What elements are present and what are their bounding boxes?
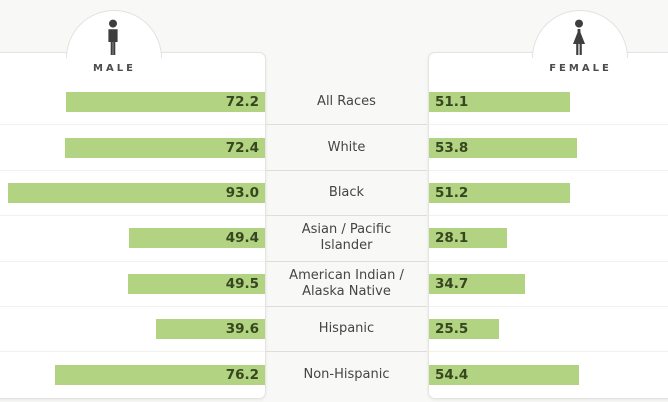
female-bar-value: 51.1 <box>435 94 469 111</box>
category-label: Non-Hispanic <box>303 367 390 383</box>
female-bar-value: 54.4 <box>435 367 469 384</box>
male-bar: 49.5 <box>128 273 265 294</box>
male-bar-value: 76.2 <box>225 367 259 384</box>
female-bar: 25.5 <box>429 319 499 340</box>
female-bar-row: 51.2 <box>429 171 668 217</box>
male-badge: MALE <box>66 19 160 74</box>
female-badge: FEMALE <box>532 19 626 74</box>
female-bar: 28.1 <box>429 228 507 249</box>
female-bar-row: 51.1 <box>429 80 668 126</box>
male-bar: 72.4 <box>65 137 265 158</box>
male-badge-label: MALE <box>93 63 136 74</box>
category-label: White <box>266 125 427 171</box>
male-bar-row: 49.4 <box>0 216 265 262</box>
male-bar: 76.2 <box>55 365 265 386</box>
female-bar-row: 34.7 <box>429 262 668 307</box>
male-bar-row: 76.2 <box>0 352 265 397</box>
category-label: American Indian / Alaska Native <box>266 262 427 307</box>
female-bar-value: 51.2 <box>435 184 469 201</box>
male-panel: 72.2 72.4 93.0 49.4 49.5 39.6 76.2 <box>0 52 266 399</box>
female-bar-value: 53.8 <box>435 139 469 156</box>
male-bar-row: 72.2 <box>0 80 265 126</box>
female-bar: 34.7 <box>429 273 525 294</box>
female-bar-value: 28.1 <box>435 230 469 247</box>
male-bar-row: 39.6 <box>0 307 265 353</box>
female-bar-value: 25.5 <box>435 321 469 338</box>
male-bar-value: 39.6 <box>225 321 259 338</box>
female-bars-column: 51.1 53.8 51.2 28.1 34.7 25.5 54.4 <box>429 80 668 398</box>
female-bar-row: 25.5 <box>429 307 668 353</box>
male-bar: 72.2 <box>66 92 265 113</box>
female-person-icon <box>573 19 585 55</box>
female-badge-label: FEMALE <box>549 63 612 74</box>
male-bar-value: 72.4 <box>225 139 259 156</box>
female-bar-value: 34.7 <box>435 275 469 292</box>
male-bar-value: 72.2 <box>225 94 259 111</box>
male-bar-value: 49.5 <box>225 275 259 292</box>
female-bar: 51.2 <box>429 182 570 203</box>
male-bar: 49.4 <box>129 228 265 249</box>
male-bars-column: 72.2 72.4 93.0 49.4 49.5 39.6 76.2 <box>0 80 265 398</box>
category-label: All Races <box>266 80 427 126</box>
male-bar-row: 93.0 <box>0 171 265 217</box>
male-bar-value: 49.4 <box>225 230 259 247</box>
female-bar: 53.8 <box>429 137 577 158</box>
category-label: Hispanic <box>266 307 427 353</box>
male-bar-value: 93.0 <box>225 184 259 201</box>
female-bar-row: 53.8 <box>429 125 668 171</box>
male-bar-row: 49.5 <box>0 262 265 307</box>
female-bar: 51.1 <box>429 92 570 113</box>
male-bar: 39.6 <box>156 319 265 340</box>
category-label: Asian / Pacific Islander <box>266 216 427 262</box>
female-bar-row: 28.1 <box>429 216 668 262</box>
female-panel: 51.1 53.8 51.2 28.1 34.7 25.5 54.4 <box>428 52 668 399</box>
female-bar-row: 54.4 <box>429 352 668 397</box>
category-labels-column: All Races White Black Asian / Pacific Islan… <box>266 80 427 398</box>
category-label: Black <box>266 171 427 217</box>
male-bar-row: 72.4 <box>0 125 265 171</box>
male-person-icon <box>108 19 118 55</box>
male-bar: 93.0 <box>8 182 265 203</box>
female-bar: 54.4 <box>429 365 579 386</box>
